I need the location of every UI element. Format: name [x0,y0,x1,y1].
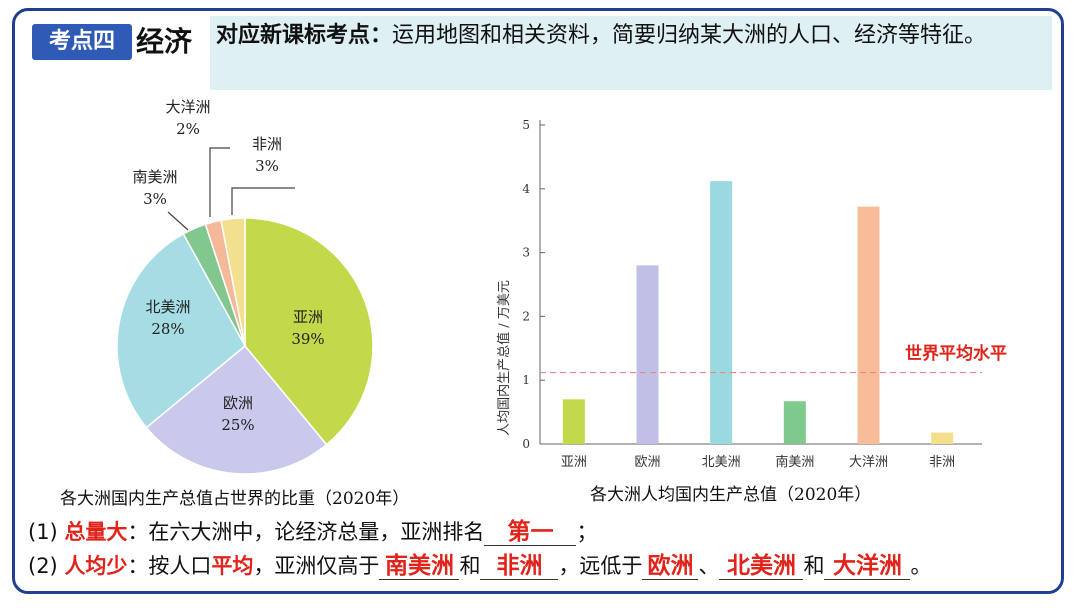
y-tick-label: 2 [522,309,530,323]
y-tick-label: 1 [522,373,530,387]
pie-pct-south-america: 3% [143,190,167,208]
topic-tag: 考点四 [32,24,132,60]
y-tick-label: 3 [522,246,530,260]
pie-label-north-america: 北美洲 [145,298,190,316]
bar-欧洲 [636,265,659,444]
bar-非洲 [931,432,954,444]
requirement-text: 对应新课标考点：运用地图和相关资料，简要归纳某大洲的人口、经济等特征。 [216,20,1046,52]
leader-line-africa [231,187,295,215]
q2-and1: 和 [459,554,481,578]
topic-title: 经济 [136,25,193,58]
x-tick-label: 亚洲 [561,455,587,470]
x-tick-label: 欧洲 [634,455,660,470]
y-tick-label: 4 [522,182,530,196]
pie-slice-africa [220,217,246,347]
pie-slice-asia [244,217,374,446]
x-tick-label: 北美洲 [702,455,741,470]
q2-number: (2) [28,554,58,578]
pie-caption: 各大洲国内生产总值占世界的比重（2020年） [60,489,410,509]
pie-pct-europe: 25% [221,416,254,434]
requirement-body: 运用地图和相关资料，简要归纳某大洲的人口、经济等特征。 [392,23,987,48]
pie-slice-north-america [116,232,246,429]
q2-highlight: 平均 [211,554,254,578]
y-tick-label: 5 [522,118,530,132]
pie-label-europe: 欧洲 [223,394,253,412]
q2-answer-south-america: 南美洲 [379,553,460,580]
bar-chart: 人均国内生产总值 / 万美元 0 1 2 3 4 5 亚洲 欧洲 北美洲 南美洲 大洋洲 非洲 世界… [496,118,1007,470]
q1-answer-blank: 第一 [484,519,577,546]
pie-pct-oceania: 2% [176,120,200,138]
x-tick-label: 大洋洲 [849,455,888,470]
q2-and2: 和 [803,554,825,578]
q2-text1: ：按人口 [127,554,212,578]
pie-label-africa: 非洲 [252,135,282,153]
pie-chart: 亚洲 39% 欧洲 25% 北美洲 28% 南美洲 3% 大洋洲 2% 非洲 3… [116,98,374,475]
pie-pct-asia: 39% [291,330,324,348]
y-tick-label: 0 [522,437,530,451]
q2-sep: 、 [698,554,720,578]
bar-南美洲 [783,401,806,444]
q2-end: 。 [910,554,932,578]
x-tick-label: 非洲 [929,455,955,470]
q2-text3: ，远低于 [558,554,643,578]
bar-大洋洲 [857,206,880,444]
pie-label-south-america: 南美洲 [132,168,177,186]
question-1: (1) 总量大：在六大洲中，论经济总量，亚洲排名 第一； [28,517,597,547]
q1-keyword: 总量大 [64,520,128,544]
pie-slice-europe [145,344,328,475]
question-2: (2) 人均少：按人口平均，亚洲仅高于 南美洲和非洲 ，远低于 欧洲、北美洲和大洋洲。 [28,551,931,581]
leader-line-south-america [167,211,189,231]
x-tick-label: 南美洲 [775,454,814,470]
q2-keyword: 人均少 [64,554,128,578]
bar-亚洲 [562,399,585,444]
world-average-label: 世界平均水平 [905,343,1007,364]
bar-北美洲 [710,181,733,445]
leader-line-oceania [209,147,230,217]
y-axis-title: 人均国内生产总值 / 万美元 [496,280,512,436]
q1-end: ； [576,520,598,544]
q2-answer-europe: 欧洲 [642,553,699,580]
pie-pct-north-america: 28% [151,320,184,338]
requirement-box [210,16,1052,90]
q2-answer-north-america: 北美洲 [719,553,804,580]
q2-text2: ，亚洲仅高于 [253,554,380,578]
pie-label-asia: 亚洲 [293,308,323,326]
pie-label-oceania: 大洋洲 [165,98,210,116]
q1-number: (1) [28,520,58,544]
pie-pct-africa: 3% [255,157,279,175]
bar-caption: 各大洲人均国内生产总值（2020年） [590,485,872,505]
q1-text: ：在六大洲中，论经济总量，亚洲排名 [127,520,485,544]
q2-answer-africa: 非洲 [480,553,559,580]
q2-answer-oceania: 大洋洲 [824,553,911,580]
requirement-label: 对应新课标考点： [216,23,393,48]
